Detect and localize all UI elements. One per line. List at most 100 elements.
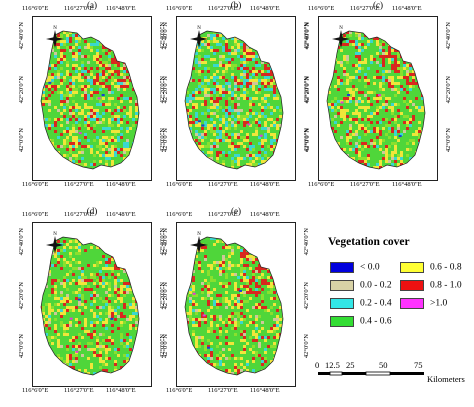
map-frame: N xyxy=(176,16,296,181)
legend-swatch xyxy=(330,316,354,327)
scale-tick-label: 50 xyxy=(379,360,388,370)
scale-bar: 0 12.5 25 50 75 Kilometers xyxy=(315,360,465,388)
longitude-tick-bottom: 116°48'0"E xyxy=(106,181,136,188)
longitude-tick-bottom: 116°6'0"E xyxy=(22,387,49,394)
longitude-tick-top: 116°27'0"E xyxy=(64,5,94,12)
legend-item: < 0.0 xyxy=(330,262,380,273)
map-panel-a: (a) N 116°6'0"E 116°27'0"E 116°48'0"E 116°6'0… xyxy=(18,0,166,190)
map-frame: N xyxy=(32,222,152,387)
longitude-tick-bottom: 116°27'0"E xyxy=(208,387,238,394)
scale-tick-label: 12.5 xyxy=(325,360,340,370)
north-label: N xyxy=(197,232,201,237)
panel-label: (d) xyxy=(86,206,98,216)
longitude-tick-bottom: 116°48'0"E xyxy=(250,181,280,188)
legend-label: 0.6 - 0.8 xyxy=(430,262,462,273)
compass-rose-icon: N xyxy=(190,232,208,254)
longitude-tick-bottom: 116°6'0"E xyxy=(166,181,193,188)
legend-title: Vegetation cover xyxy=(328,236,410,248)
scale-bar-graphic xyxy=(318,371,424,376)
compass-rose-icon: N xyxy=(332,26,350,48)
legend-swatch xyxy=(330,262,354,273)
longitude-tick-top: 116°48'0"E xyxy=(106,211,136,218)
map-frame: N xyxy=(176,222,296,387)
vegetation-cover-map: N xyxy=(326,26,426,170)
legend-label: 0.4 - 0.6 xyxy=(360,316,392,327)
vegetation-cover-map: N xyxy=(184,26,284,170)
longitude-tick-bottom: 116°27'0"E xyxy=(208,181,238,188)
compass-rose-icon: N xyxy=(46,232,64,254)
legend-swatch xyxy=(400,298,424,309)
north-label: N xyxy=(53,26,57,31)
legend-label: 0.0 - 0.2 xyxy=(360,280,392,291)
latitude-tick-left: 42°40'0"N xyxy=(304,22,311,50)
legend-label: >1.0 xyxy=(430,298,448,309)
map-panel-c: (c) N 116°6'0"E 116°27'0"E 116°48'0"E 116°6'0… xyxy=(304,0,452,190)
map-panel-d: (d) N 116°6'0"E 116°27'0"E 116°48'0"E 116°6'0… xyxy=(18,206,166,396)
latitude-tick-right: 42°0'0"N xyxy=(445,128,452,153)
vegetation-cover-map: N xyxy=(184,232,284,376)
legend-label: < 0.0 xyxy=(360,262,380,273)
longitude-tick-top: 116°6'0"E xyxy=(308,5,335,12)
legend-label: 0.8 - 1.0 xyxy=(430,280,462,291)
north-label: N xyxy=(53,232,57,237)
longitude-tick-bottom: 116°6'0"E xyxy=(308,181,335,188)
panel-label: (a) xyxy=(87,0,97,10)
longitude-tick-top: 116°6'0"E xyxy=(166,211,193,218)
legend-item: >1.0 xyxy=(400,298,447,309)
latitude-tick-left: 42°0'0"N xyxy=(18,128,25,153)
latitude-tick-left: 42°20'0"N xyxy=(162,282,169,310)
longitude-tick-bottom: 116°6'0"E xyxy=(22,181,49,188)
north-label: N xyxy=(197,26,201,31)
legend-label: 0.2 - 0.4 xyxy=(360,298,392,309)
map-panel-b: (b) N 116°6'0"E 116°27'0"E 116°48'0"E 116°6'0… xyxy=(162,0,310,190)
latitude-tick-left: 42°0'0"N xyxy=(18,334,25,359)
latitude-tick-right: 42°40'0"N xyxy=(445,22,452,50)
longitude-tick-bottom: 116°48'0"E xyxy=(392,181,422,188)
longitude-tick-bottom: 116°27'0"E xyxy=(64,181,94,188)
longitude-tick-bottom: 116°48'0"E xyxy=(250,387,280,394)
panel-label: (c) xyxy=(373,0,383,10)
map-frame: N xyxy=(318,16,438,181)
longitude-tick-top: 116°6'0"E xyxy=(22,5,49,12)
longitude-tick-top: 116°48'0"E xyxy=(106,5,136,12)
legend-item: 0.6 - 0.8 xyxy=(400,262,462,273)
latitude-tick-left: 42°40'0"N xyxy=(162,228,169,256)
latitude-tick-left: 42°0'0"N xyxy=(162,128,169,153)
latitude-tick-left: 42°40'0"N xyxy=(162,22,169,50)
legend-item: 0.2 - 0.4 xyxy=(330,298,392,309)
longitude-tick-top: 116°27'0"E xyxy=(208,5,238,12)
latitude-tick-left: 42°20'0"N xyxy=(18,282,25,310)
latitude-tick-right: 42°20'0"N xyxy=(445,76,452,104)
legend-item: 0.4 - 0.6 xyxy=(330,316,392,327)
longitude-tick-bottom: 116°48'0"E xyxy=(106,387,136,394)
longitude-tick-top: 116°27'0"E xyxy=(208,211,238,218)
latitude-tick-right: 42°0'0"N xyxy=(303,334,310,359)
longitude-tick-top: 116°6'0"E xyxy=(166,5,193,12)
legend-swatch xyxy=(400,262,424,273)
map-panel-e: (e) N 116°6'0"E 116°27'0"E 116°48'0"E 116°6'0… xyxy=(162,206,310,396)
longitude-tick-top: 116°27'0"E xyxy=(350,5,380,12)
legend-swatch xyxy=(330,280,354,291)
longitude-tick-bottom: 116°27'0"E xyxy=(350,181,380,188)
legend-swatch xyxy=(400,280,424,291)
panel-label: (b) xyxy=(230,0,242,10)
legend-swatch xyxy=(330,298,354,309)
legend-item: 0.0 - 0.2 xyxy=(330,280,392,291)
latitude-tick-left: 42°0'0"N xyxy=(304,128,311,153)
scale-unit-label: Kilometers xyxy=(427,374,465,384)
scale-tick-label: 75 xyxy=(414,360,423,370)
scale-tick-label: 25 xyxy=(346,360,355,370)
longitude-tick-top: 116°27'0"E xyxy=(64,211,94,218)
longitude-tick-top: 116°48'0"E xyxy=(250,5,280,12)
scale-tick-label: 0 xyxy=(315,360,320,370)
latitude-tick-right: 42°40'0"N xyxy=(303,228,310,256)
latitude-tick-left: 42°20'0"N xyxy=(304,76,311,104)
latitude-tick-left: 42°40'0"N xyxy=(18,22,25,50)
panel-label: (e) xyxy=(231,206,241,216)
longitude-tick-top: 116°6'0"E xyxy=(22,211,49,218)
north-label: N xyxy=(339,26,343,31)
longitude-tick-bottom: 116°6'0"E xyxy=(166,387,193,394)
latitude-tick-right: 42°20'0"N xyxy=(303,282,310,310)
map-frame: N xyxy=(32,16,152,181)
latitude-tick-left: 42°20'0"N xyxy=(18,76,25,104)
